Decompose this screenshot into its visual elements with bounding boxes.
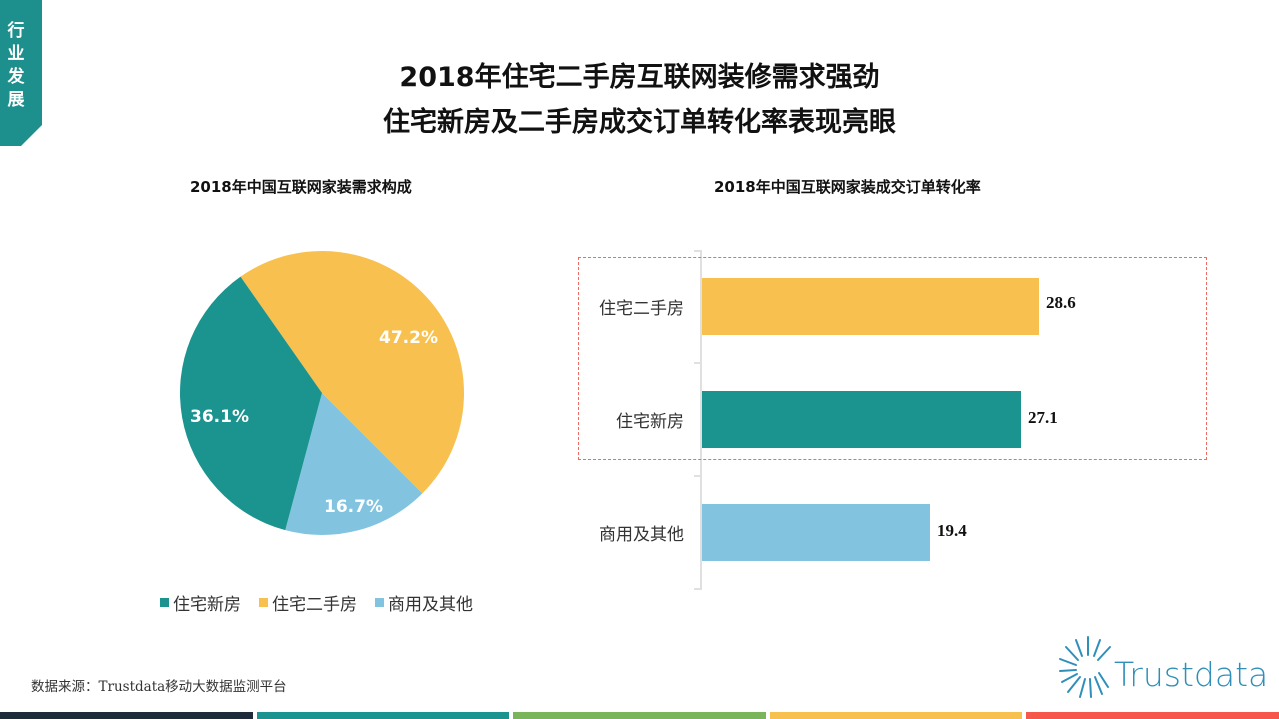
legend-item-second-hand: 住宅二手房 (259, 590, 357, 615)
bar-chart-axis (700, 250, 702, 590)
page-title: 2018年住宅二手房互联网装修需求强劲 住宅新房及二手房成交订单转化率表现亮眼 (0, 55, 1279, 145)
section-tab-shape (0, 0, 42, 146)
legend-swatch (259, 598, 268, 607)
pie-chart (180, 250, 465, 535)
footer-segment-yellow (769, 712, 1023, 719)
trustdata-logo: Trustdata (1058, 633, 1268, 701)
bar-value-new-home: 27.1 (1028, 408, 1058, 427)
legend-swatch (160, 598, 169, 607)
title-line-2: 住宅新房及二手房成交订单转化率表现亮眼 (383, 107, 896, 138)
axis-tick (694, 475, 702, 477)
legend-item-commercial: 商用及其他 (375, 590, 473, 615)
axis-tick (694, 362, 702, 364)
footer-segment-teal (256, 712, 510, 719)
data-source: 数据来源：Trustdata移动大数据监测平台 (31, 679, 287, 695)
bar-second-hand (702, 278, 1039, 335)
highlight-annotation-box (578, 257, 1207, 460)
pie-legend: 住宅新房 住宅二手房 商用及其他 (160, 590, 473, 615)
legend-item-new-home: 住宅新房 (160, 590, 241, 615)
footer-segment-navy (0, 712, 253, 719)
bar-category-second-hand: 住宅二手房 (599, 299, 684, 319)
pie-slice-new-home (180, 276, 322, 531)
bar-category-commercial: 商用及其他 (599, 525, 684, 545)
pie-label-commercial: 16.7% (324, 497, 383, 517)
pie-slice-commercial (285, 393, 423, 535)
bar-new-home (702, 391, 1021, 448)
section-tab-label: 行 业 发 展 (7, 21, 25, 110)
footer-segment-red (1026, 712, 1279, 719)
pie-label-new-home: 36.1% (190, 407, 249, 427)
bar-commercial (702, 504, 930, 561)
section-tab: 行 业 发 展 (0, 0, 42, 146)
logo-text: Trustdata (1114, 654, 1269, 694)
sunburst-icon (1059, 636, 1111, 698)
pie-label-second-hand: 47.2% (379, 328, 438, 348)
pie-chart-title: 2018年中国互联网家装需求构成 (190, 178, 412, 196)
bar-value-second-hand: 28.6 (1046, 293, 1076, 312)
bar-value-commercial: 19.4 (937, 521, 967, 540)
bar-chart-title: 2018年中国互联网家装成交订单转化率 (714, 178, 981, 196)
axis-tick (694, 250, 702, 252)
axis-tick (694, 588, 702, 590)
pie-slice-second-hand (240, 250, 465, 494)
footer-segment-green (513, 712, 766, 719)
bar-category-new-home: 住宅新房 (616, 412, 684, 432)
legend-swatch (375, 598, 384, 607)
footer-color-bar (0, 712, 1279, 719)
title-line-1: 2018年住宅二手房互联网装修需求强劲 (399, 62, 880, 93)
